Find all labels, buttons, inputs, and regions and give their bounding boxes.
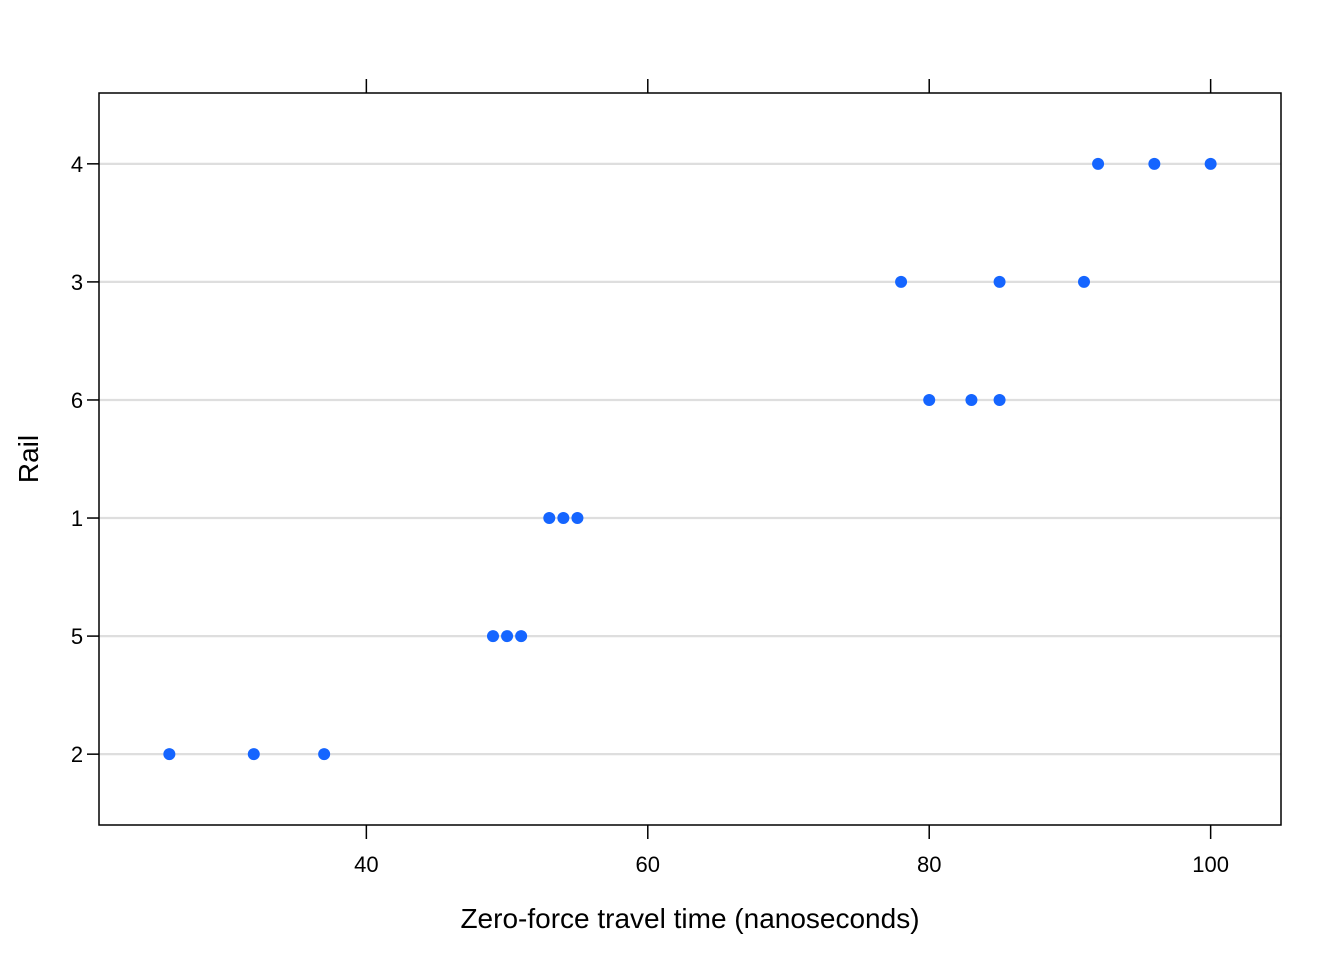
data-point [515,630,528,643]
plot-frame [98,92,1282,826]
data-point [1148,157,1161,170]
data-point [557,512,570,525]
y-tick-label-rail-1: 1 [71,506,83,531]
data-point [895,275,908,288]
x-tick-label: 100 [1192,852,1229,877]
data-point [993,393,1006,406]
data-point [993,275,1006,288]
x-axis: 40 60 80 100 [354,79,1229,877]
data-point [163,748,176,761]
data-point [501,630,514,643]
data-point [571,512,584,525]
x-tick-label: 60 [636,852,660,877]
y-tick-label-rail-5: 5 [71,624,83,649]
y-tick-label-rail-3: 3 [71,270,83,295]
y-axis-title: Rail [13,435,44,483]
data-point [318,748,331,761]
x-tick-label: 40 [354,852,378,877]
y-tick-label-rail-6: 6 [71,388,83,413]
x-tick-label: 80 [917,852,941,877]
data-point [923,393,936,406]
y-tick-label-rail-4: 4 [71,152,83,177]
data-points [163,157,1217,761]
grid-lines [99,162,1281,756]
data-point [965,393,978,406]
y-tick-label-rail-2: 2 [71,742,83,767]
y-axis: 2 5 1 6 3 4 [71,152,99,767]
data-point [1204,157,1217,170]
data-point [247,748,260,761]
data-point [487,630,499,643]
data-point [543,512,556,525]
data-point [1092,157,1105,170]
x-axis-title: Zero-force travel time (nanoseconds) [460,903,919,934]
data-point [1078,275,1090,288]
